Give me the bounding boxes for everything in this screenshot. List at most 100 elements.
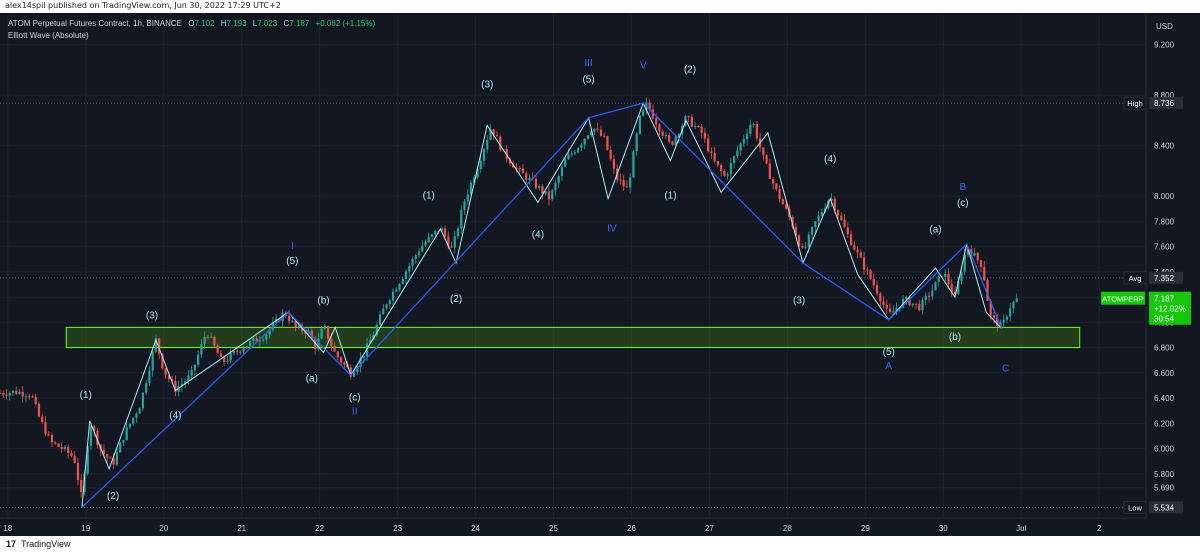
candle-body — [226, 360, 229, 363]
candle-body — [210, 336, 213, 338]
candle-body — [453, 236, 456, 248]
candle-body — [430, 234, 434, 237]
candle-body — [856, 249, 859, 253]
candle-body — [914, 303, 918, 305]
candle-body — [619, 179, 622, 181]
candle-body — [862, 257, 866, 270]
candle-body — [973, 252, 976, 256]
last-price-countdown: 30:54 — [1154, 315, 1175, 324]
candle-body — [73, 455, 76, 463]
candle-body — [739, 143, 742, 151]
candle-body — [2, 393, 5, 395]
low-value: 7.023 — [257, 19, 278, 28]
chart[interactable]: (1) (2) (3) (4) (5) I (b) (a) (c) II (1) (2) (3) (4) (… — [0, 13, 1200, 536]
candle-body — [265, 334, 268, 340]
candle-body — [349, 367, 352, 377]
time-tick-label: 2 — [1097, 524, 1102, 533]
candle-body — [382, 308, 385, 315]
wave-label: B — [959, 182, 966, 193]
candle-body — [151, 351, 154, 371]
candle-body — [424, 242, 427, 246]
candle-body — [817, 215, 820, 222]
close-value: 7.187 — [289, 19, 310, 28]
candle-body — [219, 353, 222, 357]
candle-body — [11, 390, 15, 393]
candle-body — [849, 234, 853, 246]
candle-body — [674, 137, 677, 145]
candle-body — [67, 447, 70, 454]
candle-body — [508, 158, 512, 164]
candle-body — [41, 416, 44, 422]
wave-label: (2) — [684, 64, 696, 75]
candle-body — [742, 138, 745, 144]
candle-body — [908, 297, 911, 306]
candle-body — [541, 186, 544, 194]
candle-body — [320, 328, 323, 339]
wave-label: (4) — [824, 154, 836, 165]
candle-body — [720, 165, 723, 172]
candle-body — [918, 303, 921, 311]
candle-body — [528, 177, 531, 180]
candle-body — [651, 109, 655, 119]
candle-body — [612, 159, 616, 169]
indicator-title: Elliott Wave (Absolute) — [8, 31, 89, 40]
candle-body — [931, 290, 934, 297]
candle-body — [385, 304, 388, 309]
time-tick-label: 24 — [471, 524, 480, 533]
candle-body — [330, 338, 333, 346]
time-tick-label: 25 — [549, 524, 558, 533]
candle-body — [184, 381, 187, 384]
high-label: H — [221, 19, 227, 28]
candle-body — [603, 135, 606, 137]
candle-body — [875, 285, 879, 294]
price-tick-label: 7.600 — [1154, 243, 1175, 252]
candle-body — [778, 189, 781, 200]
price-tick-label: 8.400 — [1154, 142, 1175, 151]
candle-body — [801, 245, 804, 248]
price-tick-label: 6.600 — [1154, 369, 1175, 378]
avg-badge-label: Avg — [1129, 274, 1142, 283]
candle-body — [414, 255, 417, 259]
candle-body — [525, 173, 528, 180]
chart-background — [0, 13, 1200, 536]
candle-body — [606, 136, 609, 150]
candle-body — [174, 380, 177, 393]
candle-body — [551, 190, 554, 200]
candle-body — [781, 199, 784, 205]
wave-label: (1) — [80, 390, 92, 401]
candle-body — [1005, 316, 1009, 320]
candle-body — [661, 131, 664, 136]
avg-badge-value: 7.352 — [1154, 274, 1175, 283]
candle-body — [128, 423, 132, 428]
candle-body — [895, 308, 898, 312]
candle-body — [255, 338, 258, 342]
candle-body — [109, 457, 112, 459]
candle-body — [187, 375, 190, 382]
candle-body — [495, 135, 499, 137]
wave-label: (c) — [957, 198, 969, 209]
wave-label: (4) — [169, 410, 181, 421]
candle-body — [534, 178, 538, 188]
time-tick-label: 19 — [81, 524, 90, 533]
candle-body — [937, 275, 940, 282]
candle-body — [963, 254, 966, 272]
wave-label: (a) — [929, 225, 941, 236]
low-badge-box — [1149, 501, 1183, 514]
candle-body — [989, 300, 992, 316]
candle-body — [992, 315, 996, 318]
candle-body — [141, 392, 145, 409]
candle-body — [752, 123, 755, 125]
candle-body — [93, 426, 96, 431]
candle-body — [466, 194, 469, 202]
candle-body — [245, 346, 248, 349]
candle-body — [216, 345, 219, 354]
candle-body — [810, 227, 814, 235]
time-axis-ticks: 18 19 20 21 22 23 24 25 26 27 28 29 30 Jul 2 — [3, 524, 1102, 533]
candle-body — [242, 348, 245, 352]
candle-body — [625, 186, 629, 188]
candle-body — [599, 129, 603, 136]
last-price-box — [1149, 291, 1191, 325]
candle-body — [924, 295, 927, 300]
candle-body — [593, 128, 596, 132]
currency-label: USD — [1156, 22, 1173, 31]
